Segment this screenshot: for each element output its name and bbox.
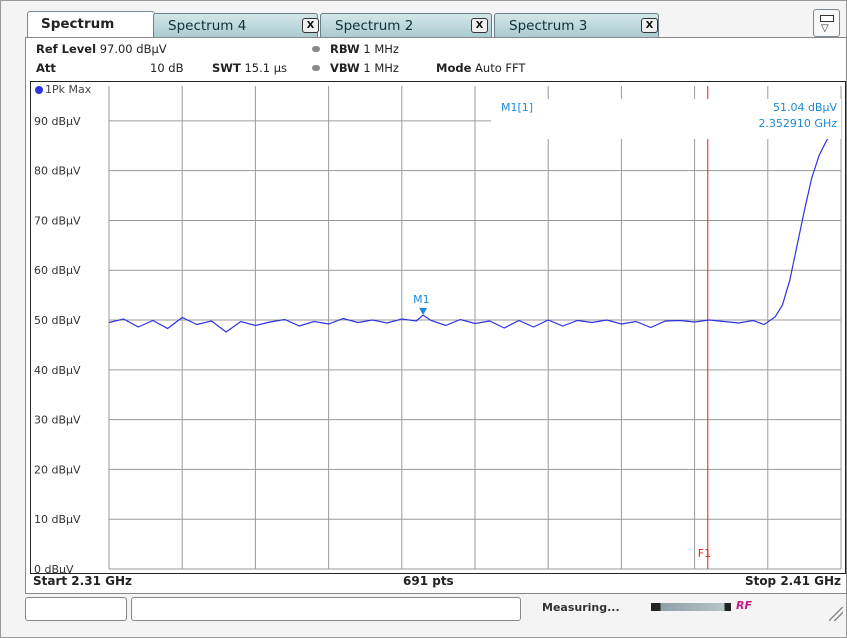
- tab-spectrum[interactable]: Spectrum: [27, 11, 155, 38]
- ref-level-label: Ref Level: [36, 42, 97, 56]
- y-tick-label: 80 dBµV: [34, 165, 81, 178]
- progress-bar: [651, 603, 731, 611]
- ref-level-value: 97.00 dBµV: [99, 42, 167, 56]
- coupled-indicator-icon: [312, 46, 320, 52]
- chevron-down-icon: ▽: [821, 23, 829, 34]
- y-tick-label: 70 dBµV: [34, 214, 81, 227]
- y-tick-label: 30 dBµV: [34, 414, 81, 427]
- mode-setting[interactable]: Mode Auto FFT: [436, 61, 525, 75]
- vbw-setting[interactable]: VBW 1 MHz: [330, 61, 399, 75]
- y-tick-label: 0 dBµV: [34, 563, 74, 573]
- f1-line-label: F1: [698, 547, 711, 560]
- y-tick-label: 60 dBµV: [34, 264, 81, 277]
- tab-label: Spectrum 3: [509, 18, 588, 34]
- measuring-status: Measuring...: [542, 601, 620, 614]
- start-frequency: Start 2.31 GHz: [33, 574, 132, 588]
- marker-triangle: [419, 307, 428, 315]
- vbw-label: VBW: [330, 61, 360, 75]
- close-icon[interactable]: X: [641, 18, 658, 33]
- y-tick-label: 90 dBµV: [34, 115, 81, 128]
- spectrum-plot[interactable]: 90 dBµV 80 dBµV 70 dBµV 60 dBµV 50 dBµV 40 dB…: [30, 81, 846, 574]
- tab-spectrum-2[interactable]: Spectrum 2 X: [320, 13, 492, 37]
- coupled-indicator-icon: [312, 65, 320, 71]
- ref-level-setting[interactable]: Ref Level 97.00 dBµV: [36, 42, 167, 56]
- message-field: [131, 597, 521, 621]
- tab-label: Spectrum 2: [335, 18, 414, 34]
- spectrum-trace: [108, 122, 842, 333]
- mode-value: Auto FFT: [475, 61, 526, 75]
- marker-readout-label: M1[1]: [501, 101, 533, 114]
- swt-setting[interactable]: SWT 15.1 µs: [212, 61, 287, 75]
- marker-readout-box: [491, 99, 841, 139]
- tab-spectrum-3[interactable]: Spectrum 3 X: [494, 13, 659, 37]
- tab-spectrum-4[interactable]: Spectrum 4 X: [153, 13, 319, 37]
- swt-label: SWT: [212, 61, 241, 75]
- menu-button[interactable]: ▽: [813, 9, 840, 37]
- marker-readout-frequency: 2.352910 GHz: [758, 117, 837, 130]
- rf-indicator: RF: [736, 599, 752, 612]
- vbw-value: 1 MHz: [363, 61, 399, 75]
- att-label: Att: [36, 61, 56, 75]
- status-field: [25, 597, 127, 621]
- trace-label: 1Pk Max: [35, 83, 91, 96]
- sweep-points: 691 pts: [403, 574, 454, 588]
- mode-label: Mode: [436, 61, 472, 75]
- y-tick-label: 50 dBµV: [34, 314, 81, 327]
- marker-readout-level: 51.04 dBµV: [773, 101, 838, 114]
- tab-label: Spectrum 4: [168, 18, 247, 34]
- spectrum-chart: 90 dBµV 80 dBµV 70 dBµV 60 dBµV 50 dBµV 40 dB…: [34, 86, 842, 573]
- marker-label: M1: [413, 293, 430, 306]
- y-tick-label: 10 dBµV: [34, 513, 81, 526]
- tab-label: Spectrum: [41, 16, 115, 32]
- trace-dot-icon: [35, 86, 43, 94]
- frequency-footer: Start 2.31 GHz 691 pts Stop 2.41 GHz: [30, 573, 844, 591]
- rbw-value: 1 MHz: [363, 42, 399, 56]
- window-icon: [820, 15, 834, 22]
- rbw-setting[interactable]: RBW 1 MHz: [330, 42, 399, 56]
- close-icon[interactable]: X: [471, 18, 488, 33]
- stop-frequency: Stop 2.41 GHz: [744, 574, 841, 588]
- att-setting[interactable]: Att: [36, 61, 56, 75]
- close-icon[interactable]: X: [302, 18, 319, 33]
- y-tick-label: 40 dBµV: [34, 364, 81, 377]
- y-tick-label: 20 dBµV: [34, 463, 81, 476]
- att-value: 10 dB: [150, 61, 184, 75]
- rbw-label: RBW: [330, 42, 360, 56]
- resize-grip-icon[interactable]: [829, 607, 843, 621]
- swt-value: 15.1 µs: [244, 61, 288, 75]
- status-bar: Measuring... RF: [23, 595, 845, 621]
- tab-bar: Spectrum Spectrum 4 X Spectrum 2 X Spect…: [23, 9, 845, 38]
